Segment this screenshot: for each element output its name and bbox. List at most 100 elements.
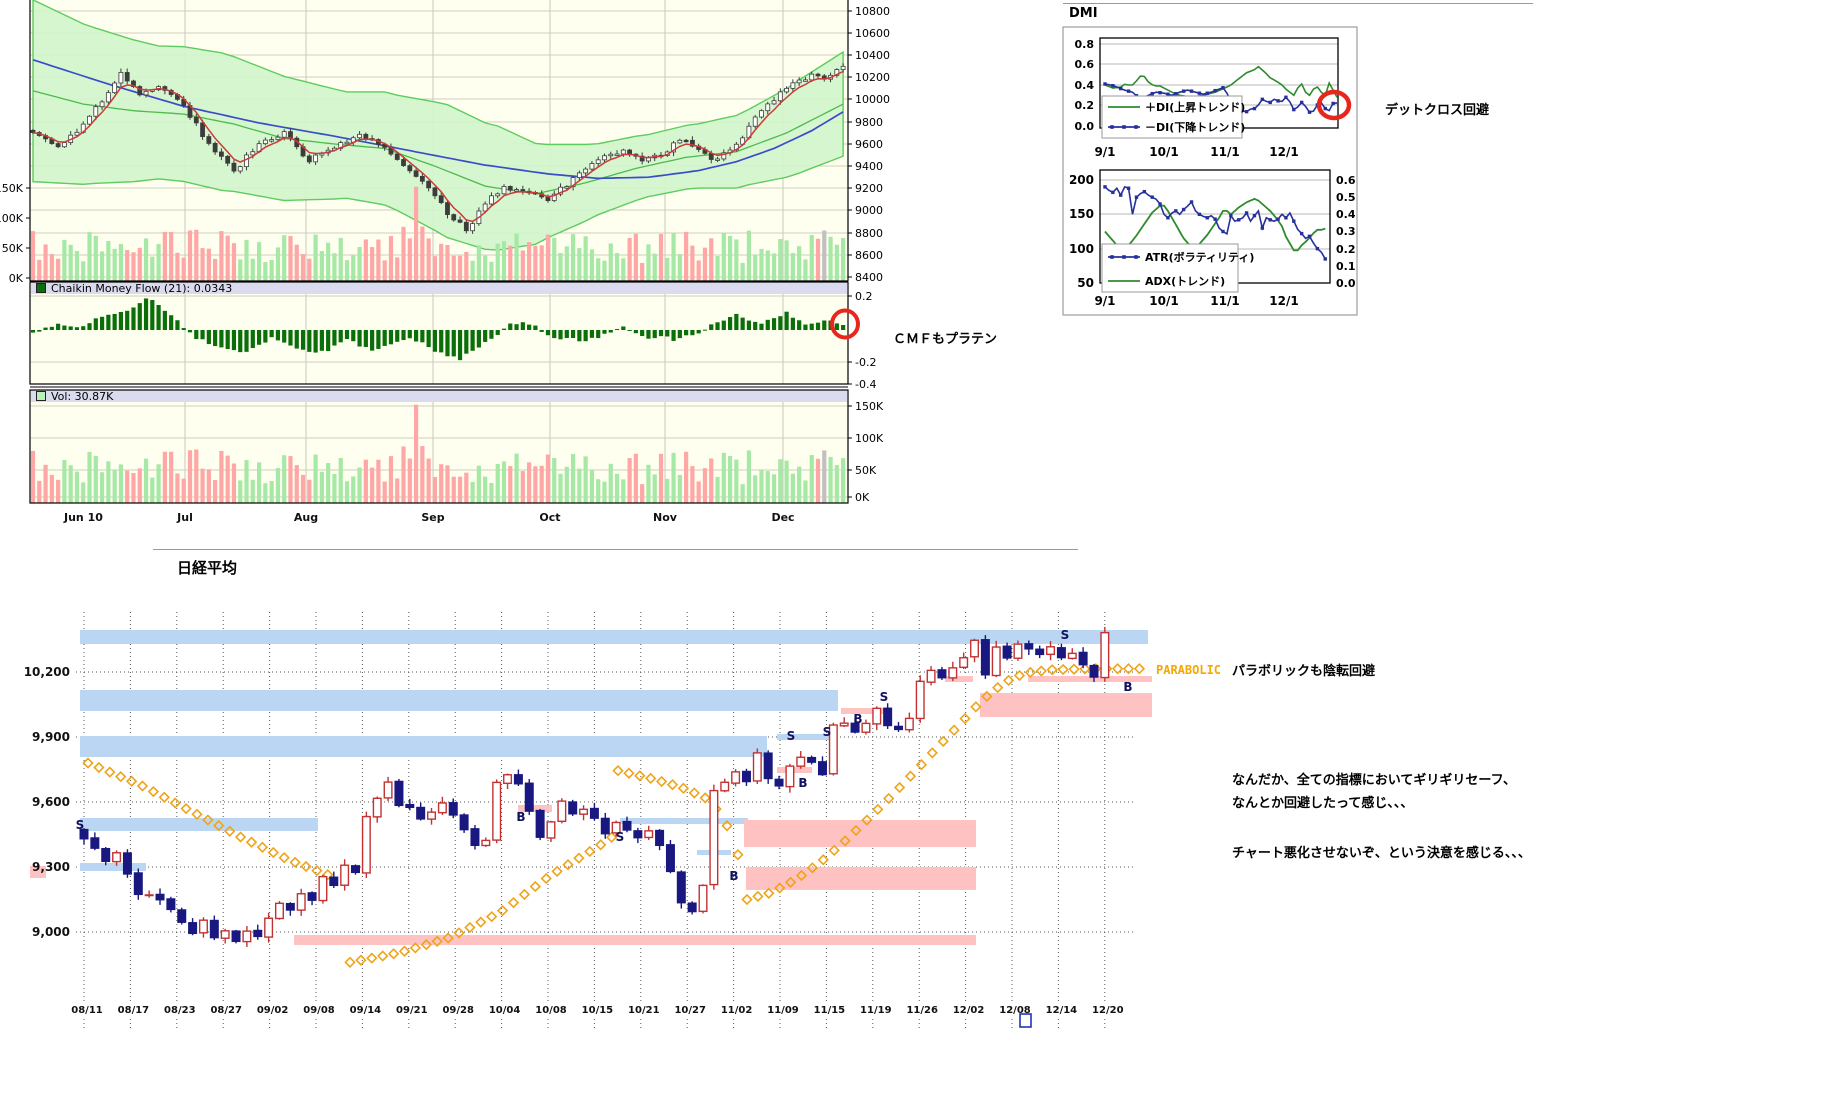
svg-text:B: B bbox=[1123, 680, 1132, 694]
cmf-note-annotation: ＣＭＦもプラテン bbox=[893, 332, 998, 347]
cmf-bars bbox=[30, 298, 846, 361]
svg-text:9800: 9800 bbox=[855, 116, 883, 129]
svg-text:－DI(下降トレンド): －DI(下降トレンド) bbox=[1145, 120, 1245, 134]
svg-text:08/27: 08/27 bbox=[210, 1005, 242, 1016]
svg-text:12/08: 12/08 bbox=[999, 1005, 1031, 1016]
svg-text:＋DI(上昇トレンド): ＋DI(上昇トレンド) bbox=[1145, 100, 1245, 114]
parabolic-sar-dots bbox=[82, 663, 1146, 968]
svg-text:08/17: 08/17 bbox=[118, 1005, 150, 1016]
svg-text:9,300: 9,300 bbox=[32, 860, 70, 874]
svg-text:09/08: 09/08 bbox=[303, 1005, 335, 1016]
parabolic-label: PARABOLIC bbox=[1156, 663, 1222, 677]
svg-text:10/1: 10/1 bbox=[1149, 145, 1178, 159]
svg-text:50: 50 bbox=[1077, 276, 1094, 290]
parabolic-note-annotation: パラボリックも陰転回避 bbox=[1232, 664, 1376, 679]
svg-text:09/02: 09/02 bbox=[257, 1005, 289, 1016]
svg-text:B: B bbox=[853, 712, 862, 726]
dead-cross-annotation: デットクロス回避 bbox=[1385, 103, 1490, 118]
top-axis-labels: 10800 10600 10400 10200 10000 9800 9600 9400 920… bbox=[0, 5, 890, 524]
svg-text:0.2: 0.2 bbox=[1075, 99, 1095, 112]
vol-legend-icon bbox=[36, 391, 46, 401]
blue-square-glyph bbox=[1019, 1013, 1032, 1028]
top-chart bbox=[30, 0, 848, 503]
comment-line-1: なんだか、全ての指標においてギリギリセーフ、 bbox=[1232, 773, 1517, 788]
svg-text:8600: 8600 bbox=[855, 249, 883, 262]
svg-text:10800: 10800 bbox=[855, 5, 890, 18]
svg-text:9,900: 9,900 bbox=[32, 730, 70, 744]
svg-text:0.5: 0.5 bbox=[1336, 191, 1356, 204]
svg-text:10/04: 10/04 bbox=[489, 1005, 521, 1016]
svg-text:0.4: 0.4 bbox=[1075, 79, 1095, 92]
svg-text:11/19: 11/19 bbox=[860, 1005, 892, 1016]
resistance-support-bands bbox=[30, 630, 1152, 945]
svg-text:9,000: 9,000 bbox=[32, 925, 70, 939]
svg-text:Jul: Jul bbox=[176, 511, 193, 524]
svg-text:8800: 8800 bbox=[855, 227, 883, 240]
svg-text:150: 150 bbox=[1069, 207, 1094, 221]
panel-headers bbox=[31, 282, 847, 402]
dmi-atr-legend: ATR(ボラティリティ) ADX(トレンド) bbox=[1101, 243, 1254, 293]
svg-text:11/1: 11/1 bbox=[1210, 145, 1239, 159]
svg-text:08/23: 08/23 bbox=[164, 1005, 196, 1016]
comment-line-2: なんとか回避したって感じ、、、 bbox=[1232, 796, 1414, 811]
comment-line-3: チャート悪化させないぞ、という決意を感じる、、、 bbox=[1232, 846, 1531, 861]
svg-text:12/02: 12/02 bbox=[953, 1005, 985, 1016]
svg-text:100K: 100K bbox=[0, 212, 24, 225]
svg-text:10/15: 10/15 bbox=[582, 1005, 614, 1016]
svg-text:11/02: 11/02 bbox=[721, 1005, 753, 1016]
svg-text:10/1: 10/1 bbox=[1149, 294, 1178, 308]
cmf-legend-icon bbox=[36, 283, 46, 293]
vol-panel-header: Vol: 30.87K bbox=[36, 389, 636, 403]
svg-text:9200: 9200 bbox=[855, 182, 883, 195]
svg-text:S: S bbox=[880, 690, 889, 704]
svg-text:11/09: 11/09 bbox=[767, 1005, 799, 1016]
nikkei-chart-title: 日経平均 bbox=[177, 559, 238, 577]
svg-text:Dec: Dec bbox=[771, 511, 794, 524]
dmi-highlight-circle bbox=[1316, 89, 1352, 121]
svg-text:12/14: 12/14 bbox=[1046, 1005, 1078, 1016]
panel-borders bbox=[29, 0, 849, 504]
svg-text:9,600: 9,600 bbox=[32, 795, 70, 809]
svg-text:9/1: 9/1 bbox=[1094, 294, 1115, 308]
svg-text:ADX(トレンド): ADX(トレンド) bbox=[1145, 275, 1225, 288]
top-right-divider bbox=[1063, 3, 1533, 4]
svg-text:09/14: 09/14 bbox=[350, 1005, 382, 1016]
svg-text:-0.4: -0.4 bbox=[855, 378, 876, 391]
svg-text:10000: 10000 bbox=[855, 93, 890, 106]
svg-text:11/26: 11/26 bbox=[906, 1005, 938, 1016]
svg-text:100: 100 bbox=[1069, 242, 1094, 256]
svg-text:10600: 10600 bbox=[855, 27, 890, 40]
svg-text:50K: 50K bbox=[2, 242, 24, 255]
svg-text:S: S bbox=[1061, 628, 1070, 642]
svg-text:0.2: 0.2 bbox=[1336, 243, 1356, 256]
svg-text:200: 200 bbox=[1069, 173, 1094, 187]
vol-header-label: Vol: 30.87K bbox=[51, 389, 114, 403]
svg-text:10/21: 10/21 bbox=[628, 1005, 660, 1016]
volume-overlay bbox=[30, 186, 846, 281]
svg-text:0.1: 0.1 bbox=[1336, 260, 1356, 273]
svg-text:Oct: Oct bbox=[539, 511, 560, 524]
svg-text:S: S bbox=[76, 818, 85, 832]
cmf-panel-header: Chaikin Money Flow (21): 0.0343 bbox=[36, 282, 636, 295]
svg-text:0.0: 0.0 bbox=[1075, 120, 1095, 133]
svg-text:S: S bbox=[787, 729, 796, 743]
svg-text:0.3: 0.3 bbox=[1336, 225, 1356, 238]
svg-text:9/1: 9/1 bbox=[1094, 145, 1115, 159]
buy-sell-markers: S B S B S B S B S S B bbox=[76, 628, 1133, 883]
svg-text:10/27: 10/27 bbox=[674, 1005, 706, 1016]
svg-text:B: B bbox=[516, 810, 525, 824]
svg-text:0.4: 0.4 bbox=[1336, 208, 1356, 221]
price-candles bbox=[30, 63, 846, 234]
svg-text:B: B bbox=[798, 776, 807, 790]
svg-text:11/15: 11/15 bbox=[814, 1005, 846, 1016]
bottom-section-divider bbox=[153, 549, 1078, 550]
svg-text:10200: 10200 bbox=[855, 71, 890, 84]
svg-text:150K: 150K bbox=[855, 400, 884, 413]
svg-text:0.8: 0.8 bbox=[1075, 38, 1095, 51]
svg-text:9400: 9400 bbox=[855, 160, 883, 173]
svg-text:12/20: 12/20 bbox=[1092, 1005, 1124, 1016]
svg-text:B: B bbox=[729, 869, 738, 883]
svg-text:0K: 0K bbox=[9, 272, 24, 285]
svg-text:0.0: 0.0 bbox=[1336, 277, 1356, 290]
